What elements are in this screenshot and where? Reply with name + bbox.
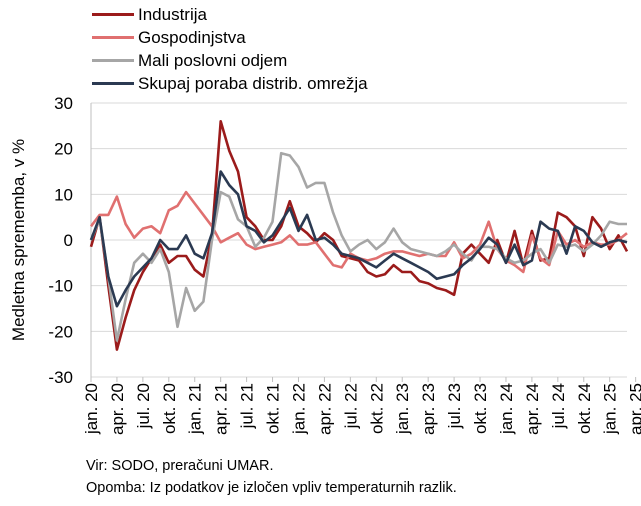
legend-label-skupaj: Skupaj poraba distrib. omrežja <box>138 73 368 93</box>
x-tick-label: okt. 20 <box>160 383 179 434</box>
x-tick-label: jan. 22 <box>289 383 308 435</box>
y-axis-label: Medletna sprememba, v % <box>9 139 28 341</box>
x-tick-label: jul. 22 <box>341 383 360 429</box>
legend-label-gospodinjstva: Gospodinjstva <box>138 27 246 47</box>
legend-label-industrija: Industrija <box>138 4 207 24</box>
x-tick-label: apr. 24 <box>523 383 542 435</box>
x-tick-label: jan. 23 <box>393 383 412 435</box>
y-tick-label: 20 <box>54 140 73 159</box>
x-tick-label: jul. 21 <box>238 383 257 429</box>
x-tick-label: jan. 25 <box>601 383 620 435</box>
source-note: Vir: SODO, preračuni UMAR. <box>86 458 274 474</box>
x-tick-label: okt. 23 <box>471 383 490 434</box>
legend-label-mali-poslovni-odjem: Mali poslovni odjem <box>138 50 288 70</box>
y-tick-label: -30 <box>48 368 73 387</box>
x-tick-label: jul. 24 <box>549 383 568 429</box>
x-tick-label: okt. 21 <box>264 383 283 434</box>
x-tick-label: apr. 23 <box>419 383 438 435</box>
x-tick-label: okt. 22 <box>367 383 386 434</box>
y-tick-label: -20 <box>48 322 73 341</box>
legend-item-gospodinjstva: Gospodinjstva <box>92 26 368 49</box>
legend-item-mali-poslovni-odjem: Mali poslovni odjem <box>92 49 368 72</box>
y-tick-label: 10 <box>54 185 73 204</box>
series-line-0 <box>89 120 629 351</box>
series-line-3 <box>89 170 628 308</box>
chart-legend: Industrija Gospodinjstva Mali poslovni o… <box>92 3 368 95</box>
x-tick-label: jul. 23 <box>445 383 464 429</box>
y-tick-label: -10 <box>48 277 73 296</box>
series-lines <box>89 120 629 351</box>
x-tick-label: jan. 24 <box>497 383 516 435</box>
x-tick-label: okt. 24 <box>575 383 594 434</box>
x-tick-label: apr. 20 <box>108 383 127 435</box>
legend-swatch-gospodinjstva <box>92 36 134 39</box>
legend-swatch-skupaj <box>92 82 134 85</box>
legend-item-industrija: Industrija <box>92 3 368 26</box>
legend-swatch-industrija <box>92 13 134 16</box>
legend-swatch-mali-poslovni-odjem <box>92 59 134 62</box>
legend-item-skupaj: Skupaj poraba distrib. omrežja <box>92 72 368 95</box>
remark-note: Opomba: Iz podatkov je izločen vpliv tem… <box>86 480 457 496</box>
x-tick-label: apr. 21 <box>212 383 231 435</box>
gridlines <box>90 102 627 378</box>
x-tick-label: apr. 25 <box>627 383 641 435</box>
y-axis-ticks: -30 -20 -10 0 10 20 30 <box>48 94 73 387</box>
x-tick-label: apr. 22 <box>315 383 334 435</box>
series-line-2 <box>89 151 627 342</box>
y-tick-label: 30 <box>54 94 73 113</box>
y-tick-label: 0 <box>64 231 73 250</box>
x-tick-label: jan. 21 <box>186 383 205 435</box>
x-axis-ticks: jan. 20 apr. 20 jul. 20 okt. 20 jan. 21 apr. … <box>82 377 641 435</box>
x-tick-label: jan. 20 <box>82 383 101 435</box>
x-tick-label: jul. 20 <box>134 383 153 429</box>
